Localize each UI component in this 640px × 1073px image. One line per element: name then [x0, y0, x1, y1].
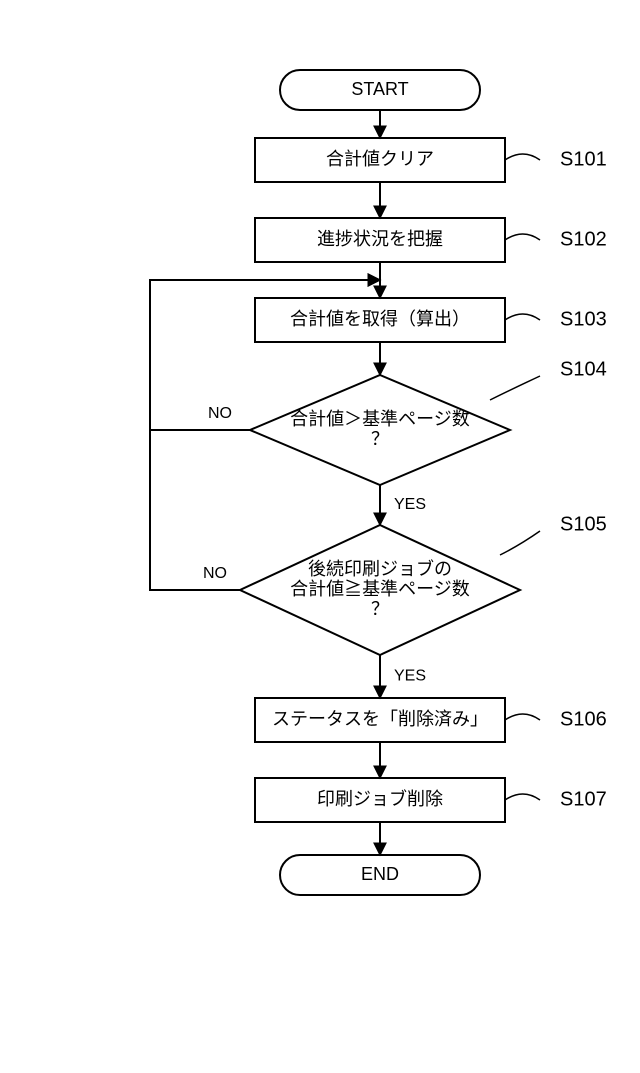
- s104-label-connector: [490, 376, 540, 400]
- edge-s105-s103-label: NO: [203, 565, 227, 582]
- s105-text-line-0: 後続印刷ジョブの: [308, 558, 452, 579]
- s102-label-connector: [505, 234, 540, 240]
- start-text: START: [351, 79, 408, 99]
- s105-label: S105: [560, 513, 607, 535]
- s101-label-connector: [505, 154, 540, 160]
- s104-text-line-0: 合計値＞基準ページ数: [290, 409, 470, 429]
- s104-text-line-1: ？: [371, 429, 389, 449]
- end-text: END: [361, 864, 399, 884]
- edge-s104-s103-label: NO: [208, 405, 232, 422]
- s103-label-connector: [505, 314, 540, 320]
- s102-text: 進捗状況を把握: [317, 229, 443, 249]
- s102-label: S102: [560, 228, 607, 250]
- s107-label: S107: [560, 788, 607, 810]
- s101-text: 合計値クリア: [326, 149, 434, 169]
- s104-label: S104: [560, 358, 607, 380]
- s105-text-line-1: 合計値≧基準ページ数: [290, 579, 470, 599]
- s106-label-connector: [505, 714, 540, 720]
- edge-s104-s105-label: YES: [394, 496, 426, 513]
- s101-label: S101: [560, 148, 607, 170]
- s103-label: S103: [560, 308, 607, 330]
- s103-text: 合計値を取得（算出）: [290, 309, 470, 329]
- s107-label-connector: [505, 794, 540, 800]
- s106-label: S106: [560, 708, 607, 730]
- s105-text-line-2: ？: [371, 599, 389, 619]
- s107-text: 印刷ジョブ削除: [317, 788, 443, 809]
- s106-text: ステータスを「削除済み」: [272, 709, 488, 729]
- s105-label-connector: [500, 531, 540, 555]
- edge-s105-s106-label: YES: [394, 668, 426, 685]
